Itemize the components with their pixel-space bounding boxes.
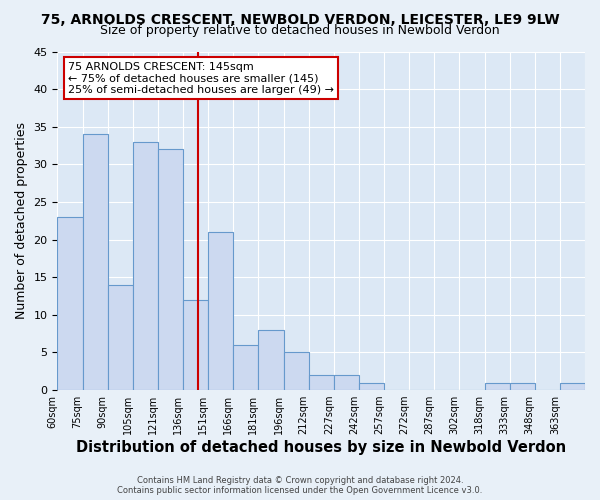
Bar: [83, 134, 107, 390]
Bar: [233, 345, 259, 390]
Bar: [359, 382, 384, 390]
Bar: [259, 330, 284, 390]
Bar: [58, 217, 83, 390]
Bar: [133, 142, 158, 390]
Text: Contains HM Land Registry data © Crown copyright and database right 2024.
Contai: Contains HM Land Registry data © Crown c…: [118, 476, 482, 495]
Bar: [308, 375, 334, 390]
Bar: [107, 284, 133, 390]
Bar: [183, 300, 208, 390]
Bar: [560, 382, 585, 390]
Bar: [284, 352, 308, 390]
Bar: [334, 375, 359, 390]
Bar: [208, 232, 233, 390]
Y-axis label: Number of detached properties: Number of detached properties: [15, 122, 28, 320]
Bar: [158, 150, 183, 390]
Text: 75 ARNOLDS CRESCENT: 145sqm
← 75% of detached houses are smaller (145)
25% of se: 75 ARNOLDS CRESCENT: 145sqm ← 75% of det…: [68, 62, 334, 95]
Bar: [509, 382, 535, 390]
Text: 75, ARNOLDS CRESCENT, NEWBOLD VERDON, LEICESTER, LE9 9LW: 75, ARNOLDS CRESCENT, NEWBOLD VERDON, LE…: [41, 12, 559, 26]
X-axis label: Distribution of detached houses by size in Newbold Verdon: Distribution of detached houses by size …: [76, 440, 566, 455]
Bar: [485, 382, 509, 390]
Text: Size of property relative to detached houses in Newbold Verdon: Size of property relative to detached ho…: [100, 24, 500, 37]
